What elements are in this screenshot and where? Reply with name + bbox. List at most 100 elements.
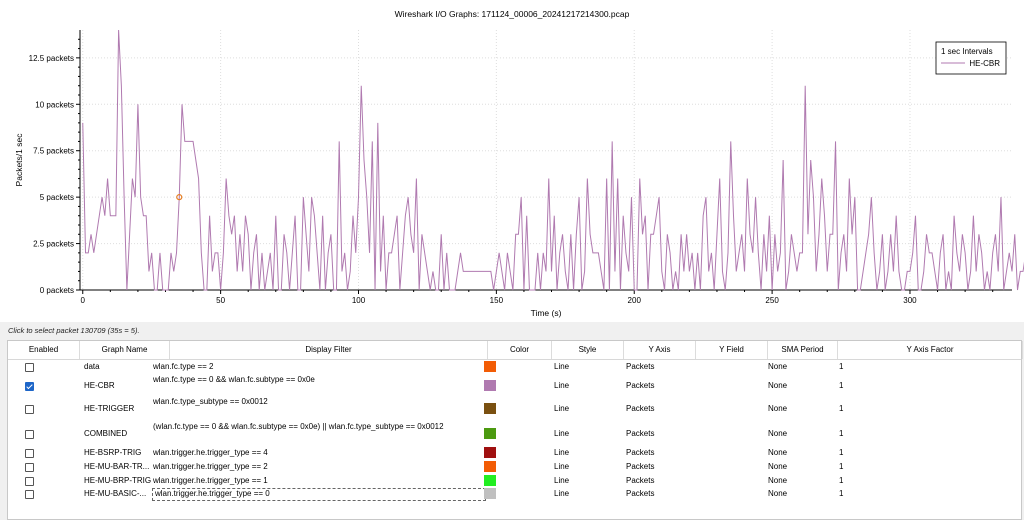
style-cell[interactable]: Line [554, 462, 570, 471]
sma-period-cell[interactable]: None [768, 448, 788, 457]
y-axis-cell[interactable]: Packets [626, 489, 655, 498]
style-cell[interactable]: Line [554, 476, 570, 485]
display-filter-cell[interactable]: wlan.fc.type == 0 && wlan.fc.subtype == … [153, 375, 315, 384]
color-swatch[interactable] [484, 447, 496, 458]
y-axis-factor-cell[interactable]: 1 [839, 489, 844, 498]
y-axis-cell[interactable]: Packets [626, 462, 655, 471]
x-tick-label: 200 [628, 296, 642, 305]
graph-name-cell[interactable]: HE-MU-BASIC-... [84, 489, 147, 498]
y-axis-cell[interactable]: Packets [626, 448, 655, 457]
graph-name-cell[interactable]: HE-TRIGGER [84, 404, 135, 413]
sma-period-cell[interactable]: None [768, 429, 788, 438]
style-cell[interactable]: Line [554, 448, 570, 457]
style-cell[interactable]: Line [554, 362, 570, 371]
y-axis-factor-cell[interactable]: 1 [839, 429, 844, 438]
color-swatch[interactable] [484, 461, 496, 472]
y-axis-factor-cell[interactable]: 1 [839, 381, 844, 390]
style-cell[interactable]: Line [554, 404, 570, 413]
column-header-color[interactable]: Color [488, 341, 552, 359]
y-tick-label: 12.5 packets [29, 54, 74, 63]
display-filter-cell[interactable]: wlan.trigger.he.trigger_type == 1 [153, 476, 268, 485]
display-filter-cell[interactable]: wlan.trigger.he.trigger_type == 4 [153, 448, 268, 457]
y-axis-cell[interactable]: Packets [626, 476, 655, 485]
graph-name-cell[interactable]: COMBINED [84, 429, 128, 438]
y-tick-label: 5 packets [40, 193, 74, 202]
enabled-checkbox[interactable] [25, 490, 34, 499]
x-tick-label: 100 [352, 296, 366, 305]
sma-period-cell[interactable]: None [768, 489, 788, 498]
y-axis-factor-cell[interactable]: 1 [839, 404, 844, 413]
y-tick-label: 7.5 packets [33, 147, 74, 156]
y-axis-factor-cell[interactable]: 1 [839, 462, 844, 471]
table-row[interactable]: HE-CBR wlan.fc.type == 0 && wlan.fc.subty… [8, 375, 1021, 396]
color-swatch[interactable] [484, 428, 496, 439]
sma-period-cell[interactable]: None [768, 404, 788, 413]
display-filter-cell[interactable]: wlan.fc.type == 2 [153, 362, 214, 371]
io-graph-chart[interactable]: Wireshark I/O Graphs: 171124_00006_20241… [0, 0, 1024, 322]
column-header-y-axis-factor[interactable]: Y Axis Factor [838, 341, 1023, 359]
table-row[interactable]: HE-BSRP-TRIG wlan.trigger.he.trigger_type… [8, 446, 1021, 459]
color-swatch[interactable] [484, 403, 496, 414]
y-axis-label: Packets/1 sec [14, 133, 24, 187]
sma-period-cell[interactable]: None [768, 362, 788, 371]
y-axis-factor-cell[interactable]: 1 [839, 476, 844, 485]
graph-name-cell[interactable]: HE-BSRP-TRIG [84, 448, 142, 457]
display-filter-cell[interactable]: wlan.fc.type_subtype == 0x0012 [153, 397, 268, 406]
column-header-style[interactable]: Style [552, 341, 624, 359]
io-graph-plot-panel[interactable]: Wireshark I/O Graphs: 171124_00006_20241… [0, 0, 1024, 322]
y-tick-label: 10 packets [35, 100, 74, 109]
y-axis-cell[interactable]: Packets [626, 362, 655, 371]
enabled-checkbox[interactable] [25, 463, 34, 472]
series-line-he-cbr [82, 29, 1024, 291]
color-swatch[interactable] [484, 380, 496, 391]
x-tick-label: 150 [490, 296, 504, 305]
column-header-display-filter[interactable]: Display Filter [170, 341, 488, 359]
table-row[interactable]: HE-MU-BRP-TRIG wlan.trigger.he.trigger_ty… [8, 474, 1021, 487]
graph-name-cell[interactable]: HE-MU-BAR-TR... [84, 462, 150, 471]
enabled-checkbox[interactable] [25, 405, 34, 414]
sma-period-cell[interactable]: None [768, 462, 788, 471]
enabled-checkbox[interactable] [25, 382, 34, 391]
display-filter-cell[interactable]: wlan.trigger.he.trigger_type == 2 [153, 462, 268, 471]
graphs-table[interactable]: Enabled Graph Name Display Filter Color Styl… [7, 340, 1023, 520]
display-filter-cell[interactable]: (wlan.fc.type == 0 && wlan.fc.subtype ==… [153, 422, 444, 431]
color-swatch[interactable] [484, 475, 496, 486]
sma-period-cell[interactable]: None [768, 381, 788, 390]
color-swatch[interactable] [484, 488, 496, 499]
table-row[interactable]: data wlan.fc.type == 2 Line Packets None 1 [8, 360, 1021, 374]
y-axis-factor-cell[interactable]: 1 [839, 448, 844, 457]
y-axis-cell[interactable]: Packets [626, 404, 655, 413]
legend-title: 1 sec Intervals [941, 47, 993, 56]
table-header: Enabled Graph Name Display Filter Color Styl… [8, 341, 1023, 360]
style-cell[interactable]: Line [554, 489, 570, 498]
column-header-graph-name[interactable]: Graph Name [80, 341, 170, 359]
column-header-y-field[interactable]: Y Field [696, 341, 768, 359]
y-axis-cell[interactable]: Packets [626, 429, 655, 438]
table-row[interactable]: COMBINED (wlan.fc.type == 0 && wlan.fc.su… [8, 422, 1021, 445]
y-axis-factor-cell[interactable]: 1 [839, 362, 844, 371]
enabled-checkbox[interactable] [25, 477, 34, 486]
style-cell[interactable]: Line [554, 381, 570, 390]
style-cell[interactable]: Line [554, 429, 570, 438]
table-row[interactable]: HE-MU-BAR-TR... wlan.trigger.he.trigger_t… [8, 460, 1021, 473]
table-row[interactable]: HE-TRIGGER wlan.fc.type_subtype == 0x0012… [8, 397, 1021, 421]
column-header-enabled[interactable]: Enabled [8, 341, 80, 359]
x-tick-label: 300 [903, 296, 917, 305]
y-tick-label: 2.5 packets [33, 240, 74, 249]
column-header-sma-period[interactable]: SMA Period [768, 341, 838, 359]
color-swatch[interactable] [484, 361, 496, 372]
graph-name-cell[interactable]: HE-CBR [84, 381, 115, 390]
x-axis-label: Time (s) [531, 308, 562, 318]
enabled-checkbox[interactable] [25, 430, 34, 439]
x-tick-label: 250 [765, 296, 779, 305]
enabled-checkbox[interactable] [25, 363, 34, 372]
x-tick-label: 0 [81, 296, 86, 305]
graph-name-cell[interactable]: HE-MU-BRP-TRIG [84, 476, 152, 485]
display-filter-cell[interactable]: wlan.trigger.he.trigger_type == 0 [152, 488, 486, 501]
column-header-y-axis[interactable]: Y Axis [624, 341, 696, 359]
graph-name-cell[interactable]: data [84, 362, 100, 371]
enabled-checkbox[interactable] [25, 449, 34, 458]
sma-period-cell[interactable]: None [768, 476, 788, 485]
table-row[interactable]: HE-MU-BASIC-... wlan.trigger.he.trigger_t… [8, 487, 1021, 501]
y-axis-cell[interactable]: Packets [626, 381, 655, 390]
